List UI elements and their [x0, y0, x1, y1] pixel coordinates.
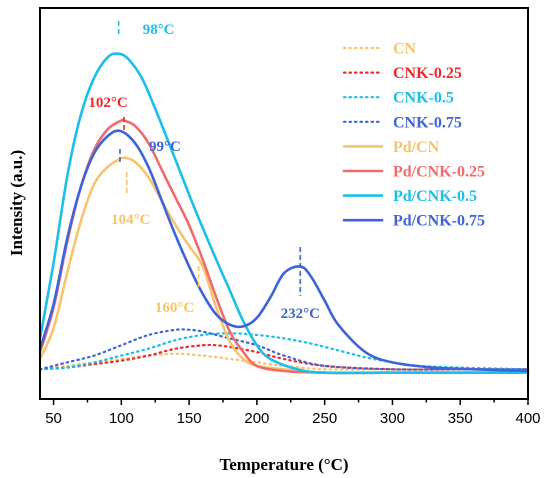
peak-label-102-c: 102°C	[88, 95, 127, 111]
series-line-pd-cn	[38, 156, 530, 375]
x-tick-label-100: 100	[109, 410, 134, 427]
legend: CN CNK-0.25 CNK-0.5 CNK-0.75 Pd/CN Pd/CNK-0.2…	[342, 41, 485, 230]
peak-label-232-c: 232°C	[281, 306, 320, 322]
peak-label-160-c: 160°C	[155, 300, 194, 316]
legend-label-pd-cn: Pd/CN	[393, 139, 440, 156]
legend-label-pd-cnk-0-75: Pd/CNK-0.75	[393, 213, 485, 230]
peak-label-104-c: 104°C	[111, 212, 150, 228]
series-line-pd-cnk-0-75	[38, 129, 530, 373]
x-axis-title: Temperature (°C)	[219, 455, 348, 474]
peak-label-98-c: 98°C	[143, 22, 175, 38]
series-layer	[38, 52, 530, 375]
legend-label-pd-cnk-0-25: Pd/CNK-0.25	[393, 164, 485, 181]
x-tick-label-50: 50	[45, 410, 62, 427]
x-tick-label-150: 150	[177, 410, 202, 427]
legend-label-pd-cnk-0-5: Pd/CNK-0.5	[393, 188, 477, 205]
annotation-layer: 98°C 102°C 99°C 104°C 160°C 232°C	[88, 21, 320, 322]
series-line-pd-cnk-0-5	[38, 52, 530, 375]
peak-label-99-c: 99°C	[149, 139, 181, 155]
x-tick-label-400: 400	[515, 410, 540, 427]
series-line-cnk-0-75	[38, 328, 530, 371]
x-tick-label-200: 200	[244, 410, 269, 427]
x-tick-label-250: 250	[312, 410, 337, 427]
x-tick-label-350: 350	[448, 410, 473, 427]
series-line-pd-cnk-0-25	[38, 118, 530, 375]
plot-frame	[39, 7, 529, 400]
legend-label-cn: CN	[393, 41, 417, 58]
x-tick-layer: 50 100 150 200 250 300 350 400	[45, 399, 541, 427]
legend-label-cnk-0-75: CNK-0.75	[393, 114, 462, 131]
legend-label-cnk-0-25: CNK-0.25	[393, 65, 462, 82]
legend-label-cnk-0-5: CNK-0.5	[393, 90, 454, 107]
x-tick-label-300: 300	[380, 410, 405, 427]
y-axis-title: Intensity (a.u.)	[7, 150, 26, 256]
